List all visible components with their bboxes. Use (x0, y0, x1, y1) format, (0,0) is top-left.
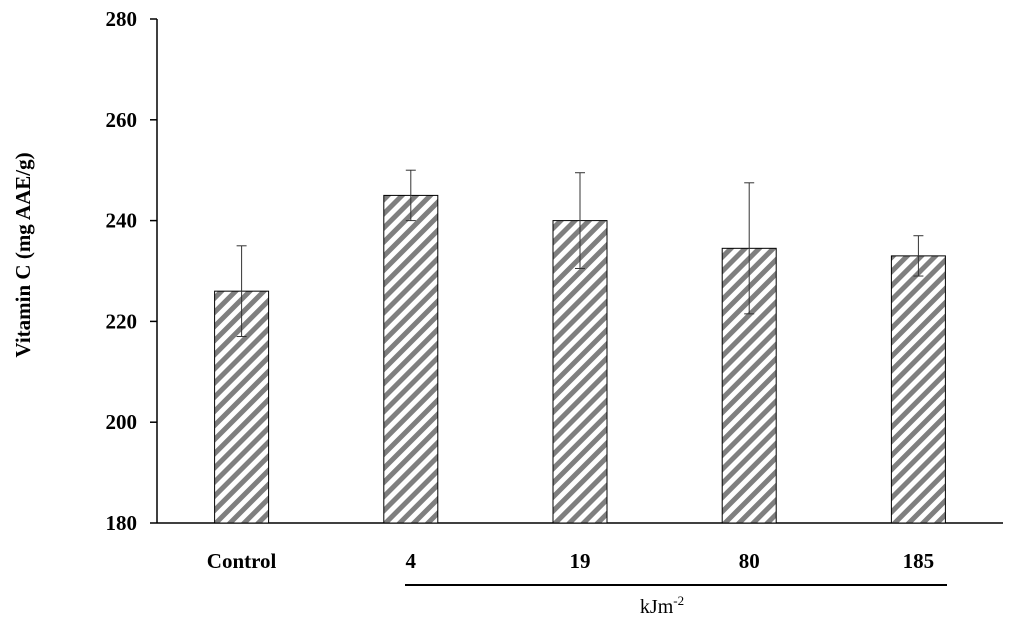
bar (552, 220, 608, 524)
x-tick-label: 4 (406, 549, 417, 573)
x-tick-label: 80 (739, 549, 760, 573)
bar (383, 194, 439, 524)
x-tick-label: 19 (570, 549, 591, 573)
bar (721, 247, 777, 524)
y-axis-title: Vitamin C (mg AAE/g) (11, 152, 35, 357)
y-tick-label: 280 (106, 7, 138, 31)
labels: 180 200 220 240 260 280 Control 4 19 80 185 (106, 7, 935, 573)
group-label-base: kJm (640, 596, 674, 618)
x-tick-label: 185 (903, 549, 935, 573)
bars (214, 194, 946, 524)
y-tick-label: 240 (106, 209, 138, 233)
y-tick-label: 220 (106, 309, 138, 333)
error-bars (236, 169, 924, 338)
group-label: kJm-2 (640, 593, 684, 618)
y-tick-label: 180 (106, 511, 138, 535)
bar (890, 255, 946, 524)
x-tick-label: Control (207, 549, 277, 573)
group-label-sup: -2 (673, 593, 684, 608)
y-tick-label: 200 (106, 410, 138, 434)
y-tick-label: 260 (106, 108, 138, 132)
